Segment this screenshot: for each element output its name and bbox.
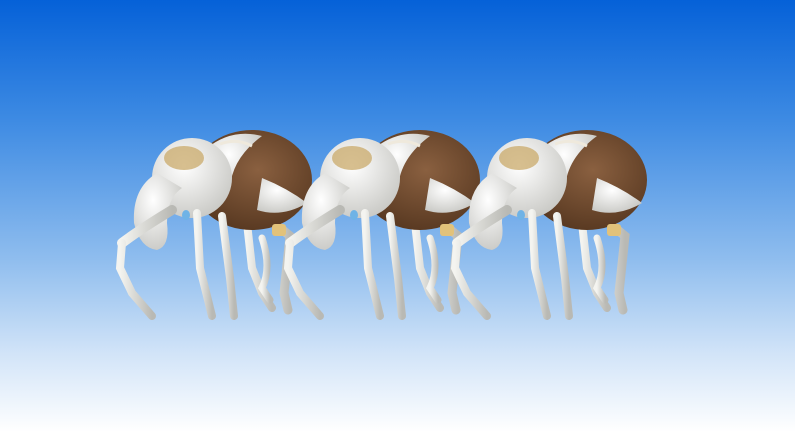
weevil-figure-3 (447, 118, 657, 323)
